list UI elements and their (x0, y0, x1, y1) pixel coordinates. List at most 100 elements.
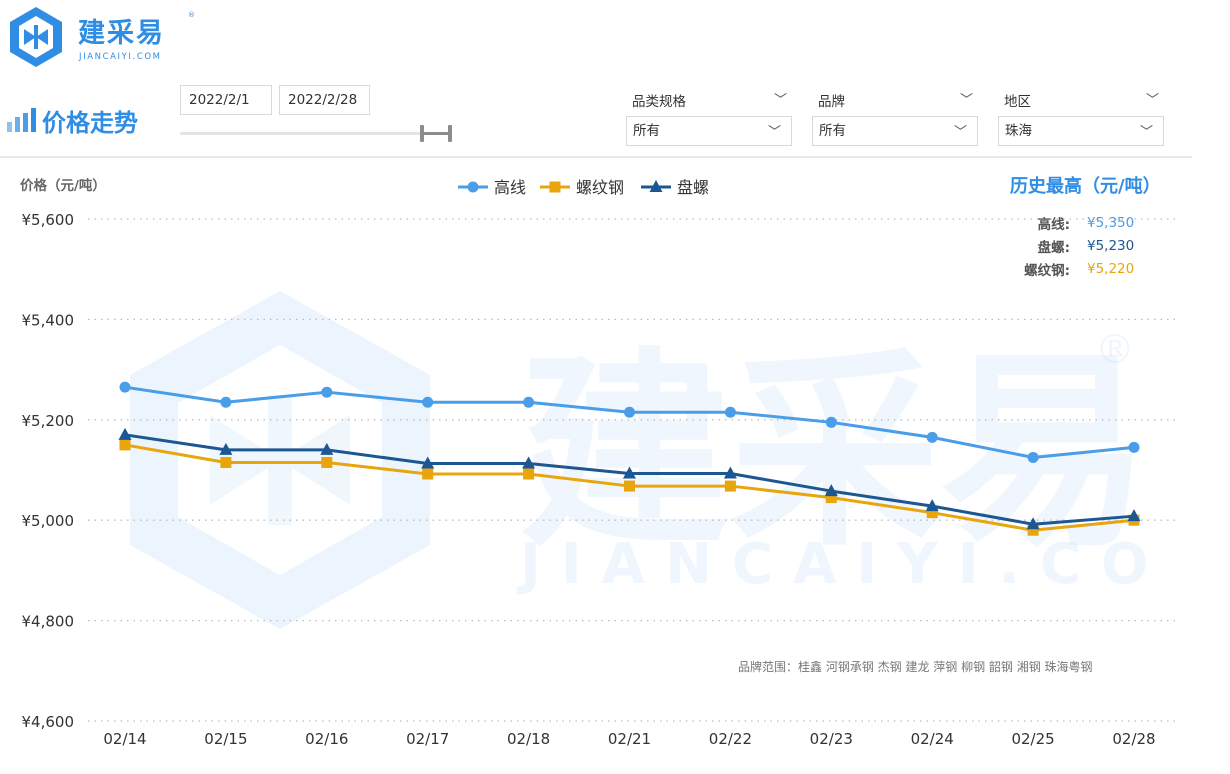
legend-marker (467, 181, 479, 193)
data-point (1128, 441, 1140, 453)
series-盘螺 (118, 427, 1141, 530)
history-value-gaoxian: ¥5,350 (1087, 215, 1135, 231)
end-date-input[interactable]: 2022/2/28 (279, 85, 370, 115)
filter-region-select[interactable]: 珠海 (998, 116, 1164, 146)
history-value-panluo: ¥5,230 (1087, 238, 1135, 254)
data-point (118, 427, 132, 440)
x-tick-label: 02/28 (1112, 730, 1155, 748)
y-tick-label: ¥5,600 (22, 211, 75, 229)
data-point (824, 484, 838, 497)
data-point (119, 439, 131, 451)
data-point (422, 396, 434, 408)
filter-category-label: 品类规格 (632, 94, 686, 110)
header-divider (0, 156, 1192, 158)
x-tick-label: 02/18 (507, 730, 550, 748)
data-point (1026, 517, 1040, 530)
data-point (523, 396, 535, 408)
history-label-panluo: 盘螺: (1037, 240, 1070, 256)
data-point (926, 431, 938, 443)
history-label-luowengang: 螺纹钢: (1024, 263, 1070, 279)
filter-brand-label: 品牌 (818, 94, 845, 110)
x-tick-label: 02/24 (911, 730, 954, 748)
slider-handle-icon[interactable] (419, 124, 453, 144)
logo-subtext: JIANCAIYI.COM (79, 52, 162, 62)
history-high-title: 历史最高（元/吨） (1010, 176, 1161, 197)
filter-category-select[interactable]: 所有 (626, 116, 792, 146)
bar-chart-icon (7, 108, 36, 132)
y-tick-label: ¥5,400 (22, 311, 75, 329)
y-axis-title: 价格（元/吨） (20, 178, 106, 194)
chart-grid (88, 218, 1175, 722)
y-tick-label: ¥5,000 (22, 512, 75, 530)
data-point (219, 442, 233, 455)
x-tick-label: 02/17 (406, 730, 449, 748)
data-point (624, 406, 635, 418)
series-高线 (119, 381, 1140, 463)
y-tick-label: ¥4,800 (22, 613, 75, 631)
data-point (422, 468, 434, 480)
y-tick-label: ¥4,600 (22, 713, 75, 731)
data-point (220, 456, 232, 468)
filter-brand[interactable]: 品牌 ﹀ 所有 ﹀ (812, 84, 978, 146)
logo[interactable]: 建采易 ® JIANCAIYI.COM (6, 4, 196, 70)
x-tick-label: 02/14 (103, 730, 146, 748)
chevron-down-icon[interactable]: ﹀ (768, 125, 782, 140)
logo-icon (10, 7, 62, 67)
filter-brand-select[interactable]: 所有 (812, 116, 978, 146)
legend-label: 螺纹钢 (576, 178, 624, 197)
data-point (724, 406, 736, 418)
y-tick-label: ¥5,200 (22, 412, 75, 430)
watermark-text: 建采易 (520, 330, 1150, 575)
data-point (825, 416, 837, 428)
data-point (623, 466, 636, 479)
series-螺纹钢 (119, 439, 1140, 536)
chart-legend: 高线 螺纹钢 盘螺 (458, 178, 709, 197)
legend-marker (649, 180, 663, 192)
x-axis-ticks: 02/14 02/15 02/16 02/17 02/18 02/21 02/22 02/23… (103, 730, 1155, 748)
data-point (624, 480, 635, 492)
watermark: 建采易 ® JIANCAIYI.COM (130, 291, 1150, 629)
data-point (724, 480, 736, 492)
chevron-down-icon[interactable]: ﹀ (954, 125, 968, 140)
x-tick-label: 02/22 (709, 730, 752, 748)
data-point (522, 456, 536, 469)
filter-region-label: 地区 (1004, 94, 1031, 110)
legend-label: 盘螺 (677, 178, 709, 197)
watermark-subtext: JIANCAIYI.COM (516, 532, 1150, 597)
page-title: 价格走势 (42, 109, 138, 137)
logo-text: 建采易 (78, 18, 165, 49)
data-point (925, 499, 939, 512)
data-point (421, 456, 435, 469)
legend-label: 高线 (494, 178, 526, 197)
history-label-gaoxian: 高线: (1037, 217, 1070, 233)
data-point (321, 456, 333, 468)
watermark-registered-mark: ® (1095, 327, 1135, 373)
filter-category[interactable]: 品类规格 ﹀ 所有 ﹀ (626, 84, 792, 146)
y-axis-ticks: ¥4,600 ¥4,800 ¥5,000 ¥5,200 ¥5,400 ¥5,600 (22, 211, 75, 731)
chevron-down-icon[interactable]: ﹀ (1146, 93, 1160, 108)
x-tick-label: 02/23 (810, 730, 853, 748)
data-point (1027, 451, 1039, 463)
filter-region[interactable]: 地区 ﹀ 珠海 ﹀ (998, 84, 1164, 146)
chevron-down-icon[interactable]: ﹀ (774, 93, 788, 108)
x-tick-label: 02/25 (1011, 730, 1054, 748)
brand-scope-note: 品牌范围：桂鑫 河钢承钢 杰钢 建龙 萍钢 柳钢 韶钢 湘钢 珠海粤钢 (738, 660, 1093, 674)
data-point (1027, 524, 1039, 536)
data-point (320, 442, 334, 455)
logo-registered-mark: ® (188, 11, 195, 19)
data-point (926, 507, 938, 519)
x-tick-label: 02/15 (204, 730, 247, 748)
chevron-down-icon[interactable]: ﹀ (1140, 125, 1154, 140)
data-point (321, 386, 333, 398)
data-point (825, 492, 837, 504)
start-date-input[interactable]: 2022/2/1 (180, 85, 272, 115)
data-point (723, 466, 737, 479)
data-point (1127, 509, 1141, 522)
x-tick-label: 02/21 (608, 730, 651, 748)
legend-marker (549, 181, 561, 193)
data-point (523, 468, 535, 480)
chevron-down-icon[interactable]: ﹀ (960, 93, 974, 108)
date-range-slider[interactable] (180, 132, 452, 135)
history-value-luowengang: ¥5,220 (1087, 261, 1135, 277)
